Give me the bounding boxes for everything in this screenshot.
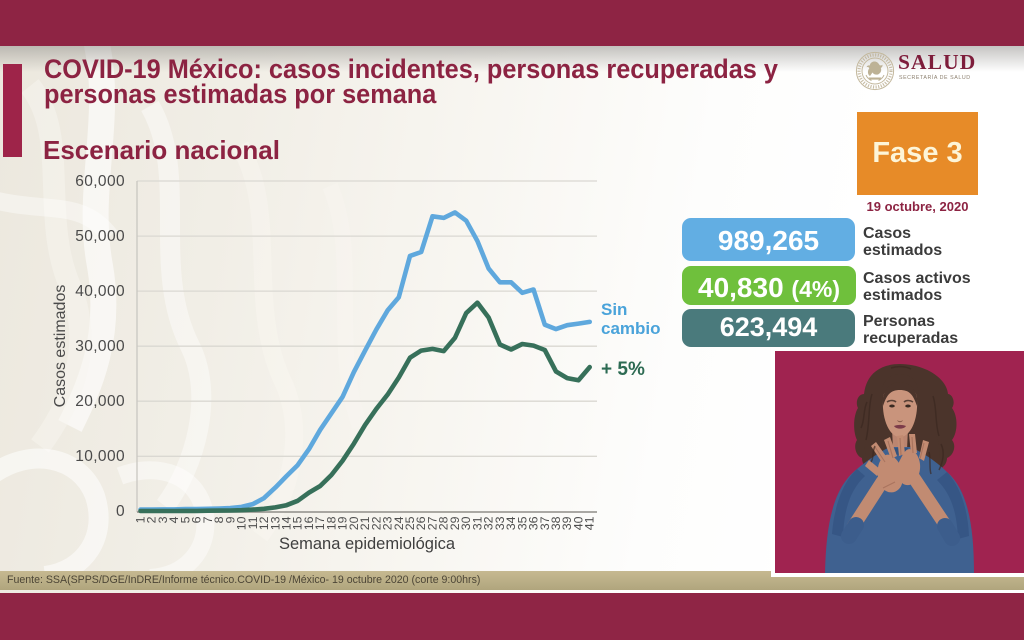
- svg-text:41: 41: [583, 516, 597, 530]
- svg-text:0: 0: [116, 503, 125, 520]
- svg-text:9: 9: [223, 516, 237, 523]
- svg-text:20: 20: [347, 516, 361, 530]
- svg-text:2: 2: [145, 516, 159, 523]
- svg-text:36: 36: [527, 516, 541, 530]
- svg-text:28: 28: [437, 516, 451, 530]
- svg-text:40,000: 40,000: [75, 283, 125, 300]
- svg-text:17: 17: [313, 516, 327, 530]
- svg-text:21: 21: [358, 516, 372, 530]
- svg-text:19: 19: [336, 516, 350, 530]
- svg-text:cambio: cambio: [601, 319, 661, 338]
- svg-text:30: 30: [459, 516, 473, 530]
- svg-text:39: 39: [560, 516, 574, 530]
- svg-text:12: 12: [257, 516, 271, 530]
- svg-text:38: 38: [549, 516, 563, 530]
- svg-text:Semana epidemiológica: Semana epidemiológica: [279, 535, 456, 553]
- svg-text:+ 5%: + 5%: [601, 359, 645, 380]
- svg-text:11: 11: [246, 516, 260, 529]
- svg-text:15: 15: [291, 516, 305, 530]
- svg-text:4: 4: [167, 516, 181, 523]
- svg-text:40: 40: [572, 516, 586, 530]
- svg-text:1: 1: [134, 516, 148, 523]
- svg-text:20,000: 20,000: [75, 393, 125, 410]
- svg-text:31: 31: [470, 516, 484, 530]
- svg-text:34: 34: [504, 516, 518, 530]
- svg-text:29: 29: [448, 516, 462, 530]
- svg-text:14: 14: [280, 516, 294, 530]
- svg-text:18: 18: [324, 516, 338, 530]
- svg-text:16: 16: [302, 516, 316, 530]
- svg-text:6: 6: [190, 516, 204, 523]
- svg-text:32: 32: [482, 516, 496, 530]
- svg-text:33: 33: [493, 516, 507, 530]
- svg-text:13: 13: [268, 516, 282, 530]
- svg-text:27: 27: [426, 516, 440, 530]
- svg-text:24: 24: [392, 516, 406, 530]
- svg-text:37: 37: [538, 516, 552, 530]
- svg-text:7: 7: [201, 516, 215, 523]
- svg-text:10: 10: [235, 516, 249, 530]
- svg-text:22: 22: [369, 516, 383, 530]
- svg-text:Casos estimados: Casos estimados: [52, 285, 69, 408]
- svg-text:5: 5: [178, 516, 192, 523]
- svg-text:8: 8: [212, 516, 226, 523]
- svg-text:35: 35: [515, 516, 529, 530]
- svg-text:25: 25: [403, 516, 417, 530]
- svg-text:Sin: Sin: [601, 300, 627, 319]
- svg-text:3: 3: [156, 516, 170, 523]
- svg-text:10,000: 10,000: [75, 448, 125, 465]
- svg-text:50,000: 50,000: [75, 228, 125, 245]
- svg-text:60,000: 60,000: [75, 173, 125, 190]
- svg-text:23: 23: [381, 516, 395, 530]
- svg-text:30,000: 30,000: [75, 338, 125, 355]
- svg-text:26: 26: [414, 516, 428, 530]
